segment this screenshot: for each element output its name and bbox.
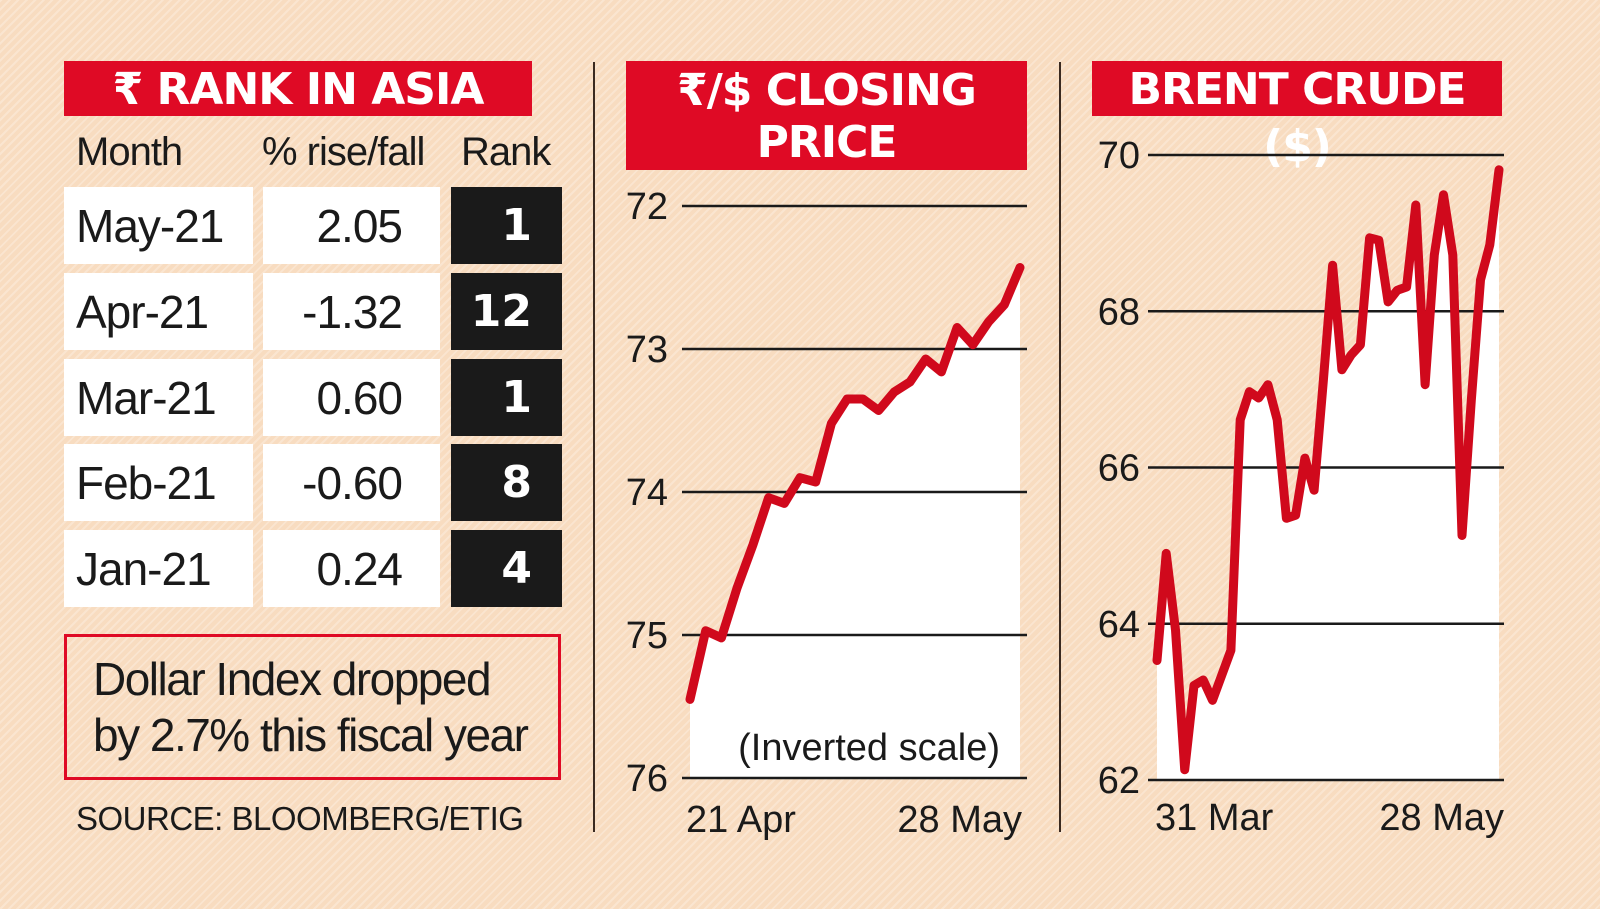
table-row-change: 2.05 [263, 187, 440, 264]
table-row-month: Jan-21 [64, 530, 253, 607]
y-tick-label: 62 [1098, 760, 1140, 802]
series-line [685, 263, 1025, 704]
chart-area-fill [1157, 169, 1499, 781]
x-tick-label: 28 May [897, 799, 1022, 841]
column-header-change: % rise/fall [262, 130, 425, 174]
y-tick-label: 66 [1098, 448, 1140, 490]
rupee-title-line-1: ₹/$ CLOSING [677, 65, 977, 116]
series-line [1152, 165, 1504, 775]
table-row-month: May-21 [64, 187, 253, 264]
rupee-chart-title: ₹/$ CLOSING PRICE [626, 61, 1027, 170]
table-row-change: 0.60 [263, 359, 440, 436]
note-line-1: Dollar Index dropped [93, 653, 492, 705]
note-line-2: by 2.7% this fiscal year [93, 709, 529, 761]
table-row-rank: 12 [451, 273, 562, 350]
y-tick-label: 64 [1098, 604, 1140, 646]
y-tick-label: 73 [626, 329, 668, 371]
chart-area-fill [690, 267, 1020, 778]
inverted-scale-annotation: (Inverted scale) [738, 727, 1000, 769]
column-header-month: Month [76, 130, 183, 174]
table-row-rank: 1 [451, 359, 562, 436]
table-row-change: -0.60 [263, 444, 440, 521]
x-tick-label: 28 May [1379, 797, 1504, 839]
y-tick-label: 70 [1098, 135, 1140, 177]
table-row-rank: 4 [451, 530, 562, 607]
note-box: Dollar Index dropped by 2.7% this fiscal… [64, 634, 561, 780]
table-row-rank: 1 [451, 187, 562, 264]
table-row-month: Mar-21 [64, 359, 253, 436]
divider-1 [593, 62, 595, 832]
y-tick-label: 68 [1098, 291, 1140, 333]
table-row-change: -1.32 [263, 273, 440, 350]
y-tick-label: 72 [626, 186, 668, 228]
table-row-month: Apr-21 [64, 273, 253, 350]
divider-2 [1059, 62, 1061, 832]
source-label: SOURCE: BLOOMBERG/ETIG [76, 800, 524, 837]
table-row-month: Feb-21 [64, 444, 253, 521]
y-tick-label: 75 [626, 615, 668, 657]
rank-table-title: ₹ RANK IN ASIA [64, 61, 532, 116]
x-tick-label: 21 Apr [686, 799, 796, 841]
x-tick-label: 31 Mar [1155, 797, 1274, 839]
y-tick-label: 74 [626, 472, 668, 514]
rupee-title-line-2: PRICE [756, 117, 898, 168]
table-row-rank: 8 [451, 444, 562, 521]
brent-chart-title: BRENT CRUDE ($) [1092, 61, 1502, 172]
table-row-change: 0.24 [263, 530, 440, 607]
y-tick-label: 76 [626, 758, 668, 800]
column-header-rank: Rank [461, 130, 551, 174]
